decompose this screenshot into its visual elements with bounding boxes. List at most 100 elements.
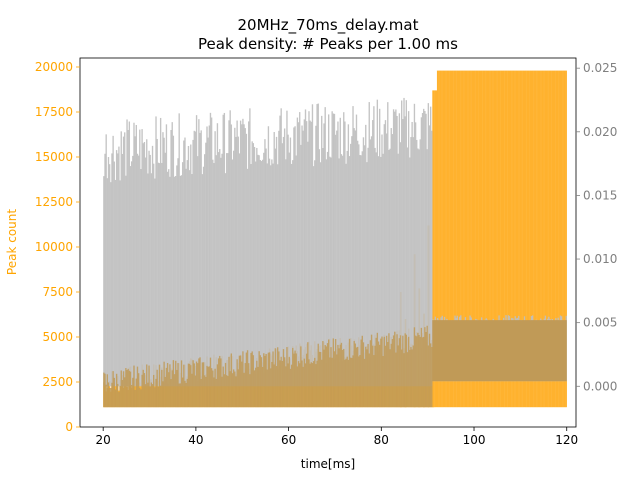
x-tick-label: 20 bbox=[96, 433, 111, 447]
peak-count-bar bbox=[493, 70, 496, 408]
secondary-bar bbox=[190, 144, 192, 387]
overlap-bar bbox=[119, 385, 121, 408]
y2-tick-label: 0.020 bbox=[583, 125, 617, 139]
secondary-bar bbox=[329, 156, 331, 387]
secondary-bar bbox=[362, 137, 365, 387]
secondary-bar bbox=[146, 139, 148, 387]
secondary-bar bbox=[130, 161, 133, 387]
secondary-bar bbox=[358, 144, 360, 387]
peak-count-bar bbox=[518, 70, 520, 408]
secondary-bar bbox=[391, 134, 394, 387]
peak-count-bar bbox=[531, 70, 534, 408]
peak-count-bar bbox=[463, 70, 465, 408]
secondary-bar bbox=[264, 139, 266, 387]
secondary-bar bbox=[302, 130, 304, 387]
peak-count-bar bbox=[468, 70, 470, 408]
overlap-bar bbox=[309, 363, 311, 408]
overlap-bar bbox=[125, 368, 127, 408]
secondary-bar bbox=[281, 143, 283, 387]
overlap-bar bbox=[318, 351, 321, 408]
secondary-bar bbox=[186, 160, 188, 387]
overlap-bar bbox=[418, 335, 420, 408]
overlap-bar bbox=[248, 363, 250, 408]
secondary-bar bbox=[345, 163, 347, 387]
overlap-bar bbox=[264, 355, 266, 408]
overlap-bar bbox=[303, 358, 306, 408]
secondary-bar bbox=[354, 130, 357, 387]
secondary-bar bbox=[429, 106, 432, 387]
secondary-bar bbox=[323, 123, 325, 387]
overlap-bar bbox=[271, 361, 273, 408]
peak-count-bar bbox=[557, 70, 559, 408]
overlap-bar bbox=[316, 360, 318, 408]
peak-count-bar bbox=[544, 70, 547, 408]
secondary-bar bbox=[222, 114, 224, 387]
peak-count-bar bbox=[513, 70, 515, 408]
secondary-bar bbox=[114, 179, 117, 387]
overlap-bar bbox=[141, 374, 143, 408]
peak-count-bar bbox=[439, 70, 441, 408]
secondary-bar bbox=[204, 154, 206, 387]
overlap-bar bbox=[407, 336, 410, 408]
secondary-bar bbox=[129, 166, 132, 387]
secondary-bar bbox=[235, 136, 237, 387]
overlap-bar bbox=[147, 382, 149, 408]
overlap-bar bbox=[129, 371, 132, 408]
overlap-bar bbox=[226, 375, 228, 408]
secondary-bar bbox=[151, 145, 154, 387]
overlap-bar bbox=[215, 378, 217, 408]
overlap-bar bbox=[197, 363, 199, 408]
overlap-bar bbox=[275, 366, 278, 408]
secondary-bar bbox=[305, 121, 308, 387]
overlap-bar bbox=[267, 352, 270, 408]
overlap-bar bbox=[274, 348, 277, 408]
secondary-bar bbox=[378, 108, 381, 387]
secondary-bar bbox=[370, 136, 373, 387]
overlap-bar bbox=[156, 369, 158, 408]
overlap-bar bbox=[319, 352, 322, 408]
secondary-bar bbox=[368, 102, 370, 387]
peak-count-bar bbox=[505, 70, 507, 408]
overlap-bar bbox=[210, 368, 213, 408]
secondary-bar bbox=[178, 113, 180, 387]
peak-count-bar bbox=[446, 70, 448, 408]
y-axis-left: 0 2500 5000 7500 10000 12500 15000 17500 20000 bbox=[35, 60, 80, 434]
overlap-bar bbox=[199, 357, 201, 408]
overlap-bar bbox=[181, 377, 184, 408]
overlap-bar bbox=[251, 351, 253, 408]
secondary-bar bbox=[117, 153, 119, 387]
secondary-bar bbox=[374, 147, 376, 387]
secondary-bar bbox=[353, 128, 355, 387]
secondary-bar bbox=[122, 136, 125, 387]
secondary-bar bbox=[421, 112, 424, 387]
secondary-bar bbox=[396, 115, 398, 387]
overlap-bar bbox=[392, 335, 395, 408]
overlap-bar bbox=[209, 357, 212, 408]
secondary-bar bbox=[310, 121, 312, 387]
secondary-bar bbox=[303, 119, 306, 387]
secondary-bar bbox=[351, 136, 353, 387]
overlap-bar bbox=[419, 336, 421, 408]
overlap-bar bbox=[261, 366, 264, 408]
overlap-bar bbox=[345, 358, 347, 408]
peak-count-bar bbox=[534, 70, 536, 408]
secondary-bar bbox=[213, 163, 215, 387]
overlap-bar bbox=[217, 358, 220, 408]
overlap-bar bbox=[387, 342, 389, 408]
secondary-bar bbox=[187, 145, 190, 387]
secondary-bar bbox=[165, 124, 168, 387]
secondary-bar bbox=[128, 121, 131, 387]
peak-count-bar bbox=[448, 70, 450, 408]
peak-count-bar bbox=[496, 70, 498, 408]
overlap-bar bbox=[380, 338, 382, 408]
peak-count-bar bbox=[504, 70, 506, 408]
overlap-bar bbox=[146, 364, 148, 408]
peak-count-bar bbox=[494, 70, 497, 408]
secondary-bar bbox=[385, 133, 388, 387]
peak-count-bar bbox=[509, 70, 512, 408]
overlap-bar bbox=[307, 342, 309, 408]
overlap-bar bbox=[423, 336, 425, 408]
overlap-bar bbox=[212, 370, 214, 408]
secondary-bar bbox=[403, 97, 405, 387]
secondary-bar bbox=[328, 114, 330, 387]
